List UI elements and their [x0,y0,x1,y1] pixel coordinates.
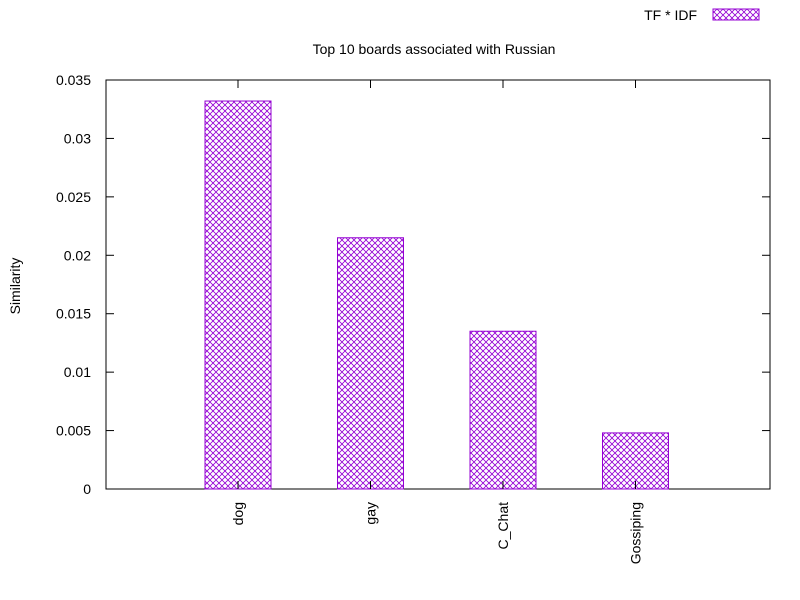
y-tick-label: 0.035 [56,72,91,88]
bar-c-chat [469,330,537,490]
x-tick-label: C_Chat [495,502,511,550]
chart-title: Top 10 boards associated with Russian [313,41,556,57]
plot-area-frame [105,79,771,490]
x-axis: dog gay C_Chat Gossiping [230,80,644,564]
bar-gay [337,237,404,490]
x-tick-label: Gossiping [628,502,644,564]
y-axis: 0 0.005 0.01 0.015 0.02 0.025 0.03 0.035 [56,72,770,497]
bar-gossiping [602,432,669,490]
legend-swatch [712,8,760,21]
x-tick-label: dog [230,502,246,525]
y-tick-label: 0.025 [56,189,91,205]
legend: TF * IDF [644,7,760,23]
legend-label: TF * IDF [644,7,697,23]
y-tick-label: 0 [83,481,91,497]
y-tick-label: 0.01 [64,364,91,380]
y-tick-label: 0.015 [56,306,91,322]
bar-dog [204,100,272,490]
y-axis-label: Similarity [7,258,23,315]
x-tick-label: gay [363,502,379,525]
y-tick-label: 0.02 [64,247,91,263]
y-tick-label: 0.005 [56,423,91,439]
y-tick-label: 0.03 [64,130,91,146]
bars [204,100,669,490]
